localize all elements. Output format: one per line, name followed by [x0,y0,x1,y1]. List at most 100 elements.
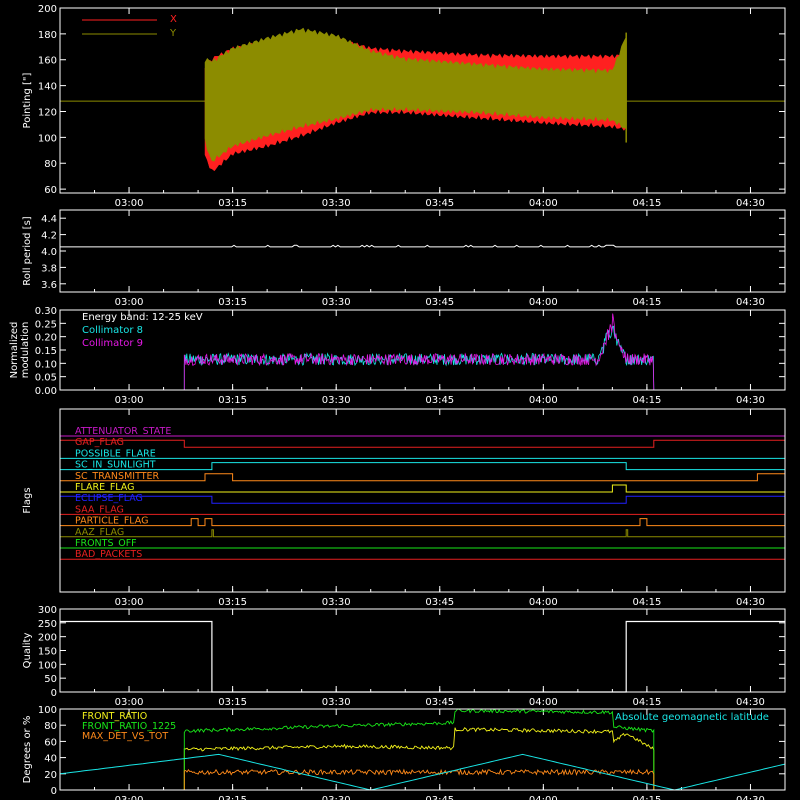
flag-line [60,484,785,493]
y-tick-label: 0.00 [35,386,57,397]
y-tick-label: 50 [44,674,57,685]
y-tick-label: 200 [38,4,57,15]
legend-label-max-det-vs-tot: MAX_DET_VS_TOT [82,731,168,742]
y-tick-label: 250 [38,619,57,630]
y-tick-label: 180 [38,30,57,41]
panel-modulation: 03:00 03:15 03:30 03:45 04:00 04:15 04:30 0.00 0… [9,306,786,406]
x-tick-label: 03:45 [425,198,454,209]
series-collimator-9 [60,313,785,391]
flag-label: SC_TRANSMITTER [75,471,160,482]
y-tick-label: 150 [38,647,57,658]
y-tick-label: 200 [38,633,57,644]
legend-label-y: Y [169,28,177,39]
axes-frame [59,209,786,293]
x-tick-label: 03:45 [425,297,454,308]
axes-frame [59,7,786,194]
x-tick-label: 03:00 [115,795,144,800]
y-tick-label: 60 [44,185,57,196]
x-tick-label: 03:00 [115,395,144,406]
x-tick-label: 04:30 [736,395,765,406]
axes-frame [59,708,786,791]
x-tick-label: 04:15 [632,795,661,800]
panel-quality: 03:00 03:15 03:30 03:45 04:00 04:15 04:30 0 50 10… [22,605,786,708]
x-tick-label: 04:30 [736,697,765,708]
flag-label: POSSIBLE_FLARE [75,448,156,459]
x-tick-label: 03:30 [322,297,351,308]
y-axis-label: Flags [22,487,33,513]
x-tick-label: 04:00 [529,597,558,608]
x-tick-label: 04:30 [736,795,765,800]
x-tick-label: 03:15 [218,597,247,608]
x-tick-label: 04:30 [736,297,765,308]
series-roll-period [60,244,785,248]
legend-label-front-ratio-1225: FRONT_RATIO_1225 [82,721,176,732]
y-tick-label: 4.4 [41,214,57,225]
x-tick-label: 03:15 [218,697,247,708]
x-tick-label: 03:30 [322,198,351,209]
flag-label: PARTICLE_FLAG [75,516,148,527]
x-tick-label: 03:45 [425,395,454,406]
series-max-det-vs-tot [60,768,785,791]
y-tick-label: 100 [38,660,57,671]
x-tick-label: 04:00 [529,697,558,708]
annotation-energy-band: Energy band: 12-25 keV [82,312,203,323]
panel-flags: 03:00 03:15 03:30 03:45 04:00 04:15 04:30 Flags… [22,408,786,608]
x-tick-label: 03:45 [425,597,454,608]
axes-frame [59,309,786,391]
x-tick-label: 04:00 [529,395,558,406]
x-tick-label: 04:15 [632,297,661,308]
y-tick-label: 300 [38,605,57,616]
y-tick-label: 0 [51,786,57,797]
y-tick-label: 0 [51,688,57,699]
series-absolute-geomagnetic-latitude [59,753,786,791]
flag-label: FRONTS_OFF [75,538,137,549]
panel-ratios: 03:00 03:15 03:30 03:45 04:00 04:15 04:30 0 20 40… [22,705,786,800]
x-tick-label: 04:00 [529,297,558,308]
axes-frame [59,408,786,593]
x-tick-label: 04:30 [736,597,765,608]
y-tick-label: 100 [38,133,57,144]
flag-line [60,529,785,538]
y-axis-label: Normalized [9,322,20,379]
x-tick-label: 04:15 [632,697,661,708]
y-tick-label: 140 [38,82,57,93]
x-tick-label: 04:15 [632,395,661,406]
x-tick-label: 03:45 [425,795,454,800]
axes-frame [59,608,786,693]
x-tick-label: 03:15 [218,297,247,308]
x-tick-label: 03:30 [322,395,351,406]
y-tick-label: 160 [38,56,57,67]
y-tick-label: 4.0 [41,247,57,258]
y-tick-label: 0.05 [35,373,57,384]
series-front-ratio [60,727,785,791]
x-tick-label: 03:00 [115,697,144,708]
y-axis-label: Degrees or % [22,716,33,784]
x-tick-label: 03:30 [322,795,351,800]
y-axis-label: Quality [22,633,33,669]
flag-line [60,462,785,471]
x-tick-label: 04:15 [632,198,661,209]
y-axis-label: Pointing ["] [22,72,33,128]
y-tick-label: 4.2 [41,231,57,242]
y-tick-label: 20 [44,770,57,781]
x-tick-label: 03:45 [425,697,454,708]
x-tick-label: 03:00 [115,597,144,608]
y-tick-label: 0.30 [35,306,57,317]
y-tick-label: 100 [38,705,57,716]
y-tick-label: 0.20 [35,333,57,344]
x-tick-label: 03:00 [115,297,144,308]
x-tick-label: 03:15 [218,198,247,209]
x-tick-label: 03:30 [322,597,351,608]
legend-label-front-ratio: FRONT_RATIO [82,711,147,722]
x-tick-label: 03:30 [322,697,351,708]
x-tick-label: 04:00 [529,198,558,209]
flag-line [60,473,786,482]
x-tick-label: 04:00 [529,795,558,800]
y-axis-label: modulation [20,322,31,379]
flag-line [59,495,786,504]
flag-line [60,518,785,527]
legend-label-collimator-9: Collimator 9 [82,338,143,349]
y-tick-label: 80 [44,159,57,170]
x-tick-label: 03:15 [218,395,247,406]
